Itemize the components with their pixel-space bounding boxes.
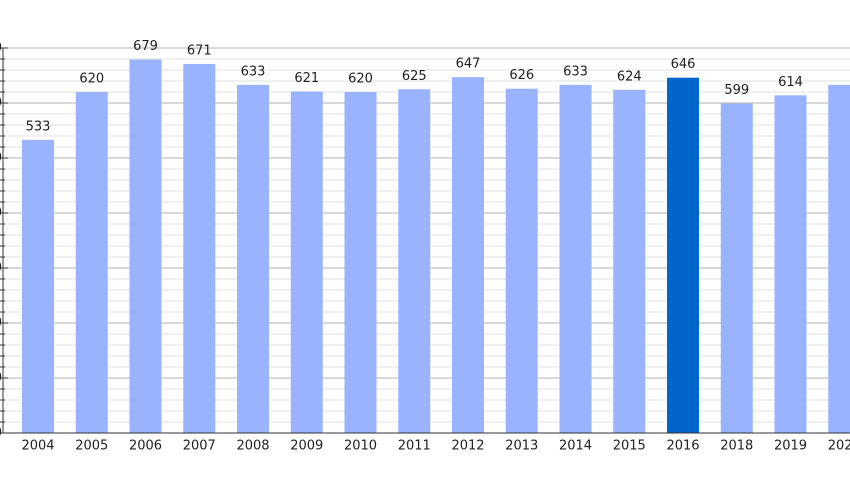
bar (129, 59, 162, 434)
y-tick-label: 100 (0, 371, 2, 386)
value-label: 620 (348, 72, 373, 87)
x-tick-label: 2019 (774, 439, 807, 454)
x-tick-label: 2005 (75, 439, 108, 454)
x-tick-label: 2016 (666, 439, 699, 454)
bar (828, 84, 850, 433)
bar (720, 103, 753, 434)
value-label: 620 (79, 72, 104, 87)
bar (183, 63, 216, 433)
x-tick-label: 2009 (290, 439, 323, 454)
y-tick-label: 300 (0, 261, 2, 276)
value-label: 679 (133, 39, 158, 54)
value-label: 633 (241, 64, 266, 79)
bar (774, 95, 807, 434)
x-tick-label: 2014 (559, 439, 592, 454)
x-tick-label: 2018 (720, 439, 753, 454)
bar (667, 77, 699, 433)
value-label: 621 (294, 71, 319, 86)
value-label: 599 (724, 83, 749, 98)
x-tick-label: 2010 (344, 439, 377, 454)
bar (344, 92, 377, 433)
y-tick-label: 600 (0, 96, 2, 111)
bar (452, 77, 484, 434)
value-label: 625 (402, 69, 427, 84)
bar (613, 89, 646, 434)
value-label: 633 (563, 64, 588, 79)
bar (290, 91, 323, 433)
value-label: 646 (671, 57, 696, 72)
y-tick-label: 200 (0, 316, 2, 331)
x-tick-label: 2015 (613, 439, 646, 454)
bar (398, 89, 431, 433)
x-tick-label: 2006 (129, 439, 162, 454)
x-tick-label: 2004 (21, 439, 54, 454)
value-label: 671 (187, 43, 212, 58)
bar (559, 84, 592, 433)
x-tick-label: 2012 (451, 439, 484, 454)
y-tick-label: 700 (0, 41, 2, 56)
bar (505, 88, 538, 433)
bar (75, 92, 108, 433)
y-tick-label: 0 (0, 426, 2, 441)
value-label: 614 (778, 75, 803, 90)
value-label: 626 (509, 68, 534, 83)
y-tick-label: 500 (0, 151, 2, 166)
bar (22, 139, 54, 433)
value-label: 533 (26, 119, 51, 134)
value-label: 647 (456, 57, 481, 72)
bar (237, 84, 269, 433)
x-tick-label: 2008 (236, 439, 269, 454)
y-tick-label: 400 (0, 206, 2, 221)
x-tick-label: 2021 (828, 439, 850, 454)
x-tick-label: 2007 (183, 439, 216, 454)
value-label: 624 (617, 69, 642, 84)
x-tick-label: 2013 (505, 439, 538, 454)
x-tick-label: 2011 (398, 439, 431, 454)
